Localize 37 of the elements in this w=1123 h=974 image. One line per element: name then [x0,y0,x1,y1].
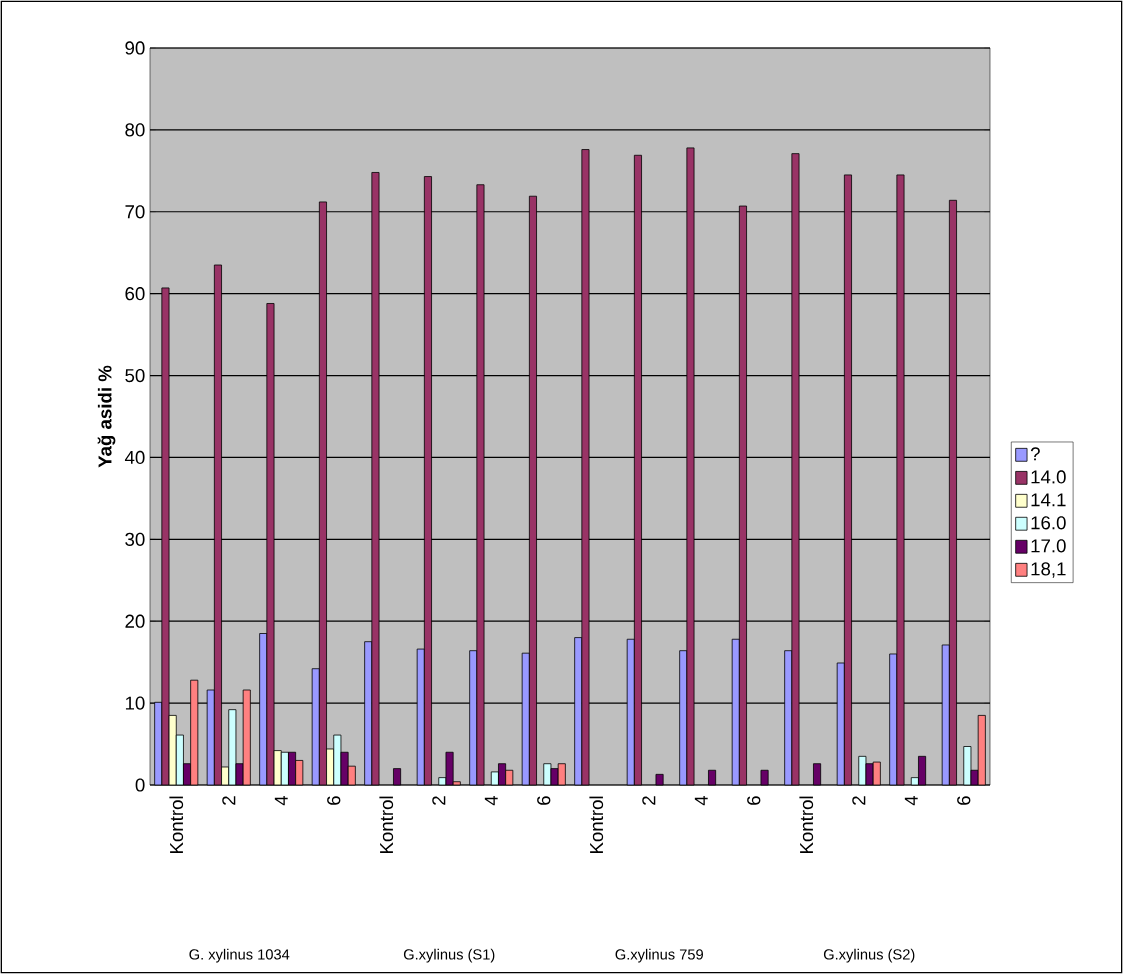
legend-label: 16.0 [1031,516,1066,530]
y-axis-title: Yağ asidi % [97,365,116,468]
legend-label: 18,1 [1031,562,1066,578]
x-tick-label: 4 [904,795,918,806]
y-tick-label: 40 [124,450,145,465]
x-tick-label: 4 [274,795,288,806]
y-tick-label: 20 [125,614,145,628]
y-tick-label: 50 [125,368,145,383]
x-tick-label: 6 [537,796,551,805]
legend-label: ? [1030,447,1040,461]
y-tick-label: 0 [135,778,145,792]
text: G.xylinus (S2) [823,948,915,963]
y-tick-label: 90 [125,41,145,55]
y-tick-label: 30 [125,532,145,546]
legend-label: 14.0 [1031,470,1066,484]
x-tick-label: 6 [957,796,971,805]
y-tick-label: 80 [125,123,145,137]
text: G.xylinus 759 [615,948,703,963]
y-tick-label: 60 [125,287,145,301]
x-tick-label: 2 [432,796,446,805]
y-tick-label: 70 [125,205,145,219]
text: G. xylinus 1034 [189,948,290,963]
x-tick-label: 4 [484,795,498,806]
x-tick-label: 2 [852,796,866,805]
x-tick-label: 4 [694,795,708,806]
x-tick-label: Kontrol [589,796,604,854]
x-tick-label: Kontrol [799,796,814,854]
x-tick-label: 6 [747,796,761,805]
x-tick-label: 2 [222,796,236,805]
x-tick-label: 2 [642,796,656,805]
legend-label: 14.1 [1031,493,1066,507]
x-tick-label: Kontrol [169,796,184,854]
x-tick-label: 6 [327,796,341,805]
y-tick-label: 10 [125,696,145,710]
text: G.xylinus (S1) [403,948,495,963]
legend-label: 17.0 [1031,539,1066,553]
x-tick-label: Kontrol [379,796,394,854]
